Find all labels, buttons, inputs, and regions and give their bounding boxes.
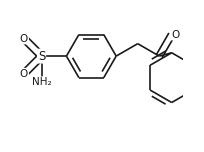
Text: O: O [20, 34, 28, 43]
Text: O: O [20, 69, 28, 79]
Text: NH₂: NH₂ [32, 77, 51, 87]
Text: S: S [38, 50, 45, 63]
Text: O: O [171, 30, 179, 40]
